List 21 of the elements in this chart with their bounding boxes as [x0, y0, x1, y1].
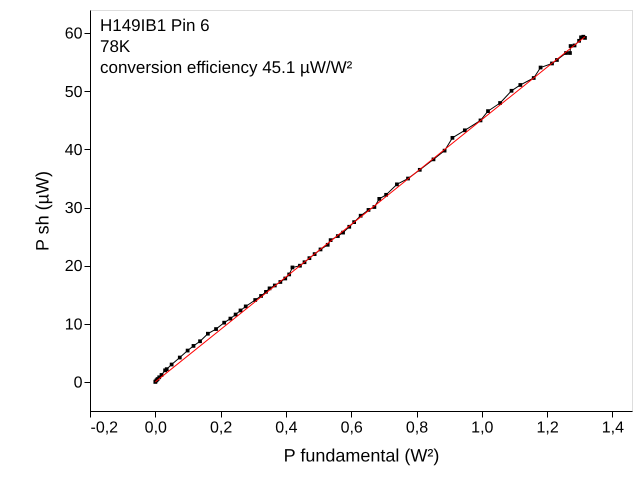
annotation: conversion efficiency 45.1 µW/W² — [100, 58, 353, 77]
x-tick-label: 1,2 — [536, 420, 559, 436]
y-tick-label: 50 — [64, 84, 83, 101]
x-tick-label: 1,0 — [471, 420, 494, 436]
x-tick-label: 0,2 — [210, 420, 232, 436]
x-tick-label: 0,8 — [406, 420, 428, 436]
x-tick-label: -0,2 — [90, 420, 118, 436]
x-tick-label: 0,0 — [144, 420, 168, 436]
annotation: H149IB1 Pin 6 — [100, 16, 210, 35]
x-tick-label: 0,4 — [275, 420, 298, 436]
y-tick-label: 60 — [64, 26, 83, 43]
y-tick-label: 0 — [74, 374, 83, 392]
x-tick-label: 1,4 — [602, 420, 624, 436]
y-axis-title: P sh (µW) — [32, 170, 53, 252]
y-tick-label: 10 — [64, 316, 83, 334]
x-tick-label: 0,6 — [340, 420, 363, 436]
annotation: 78K — [100, 37, 131, 56]
y-tick-label: 30 — [64, 200, 83, 218]
y-tick-label: 40 — [64, 142, 83, 159]
y-tick-label: 20 — [64, 258, 83, 276]
x-axis-title: P fundamental (W²) — [284, 446, 440, 466]
